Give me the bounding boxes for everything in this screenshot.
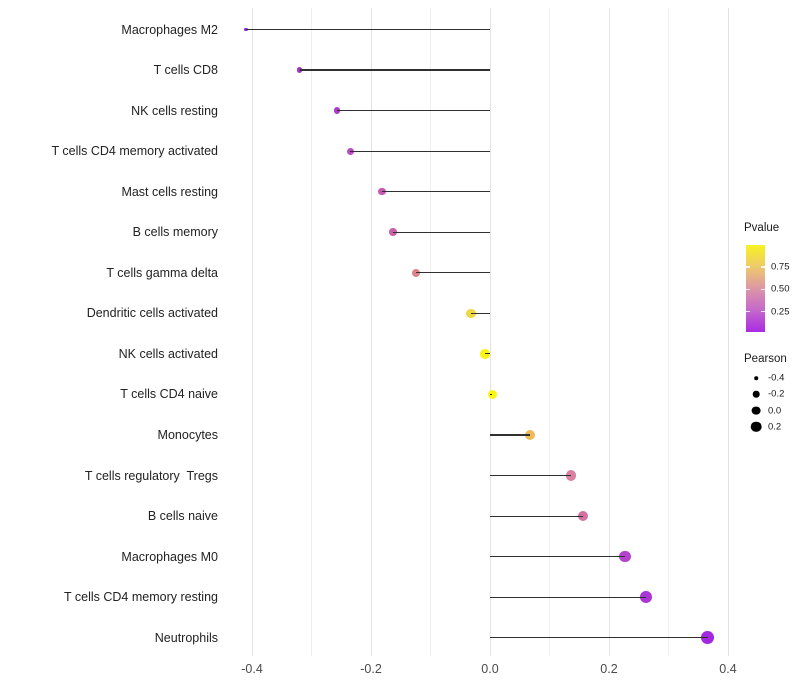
gridline-major <box>608 8 610 656</box>
stem-segment <box>490 434 531 436</box>
stem-segment <box>470 312 490 314</box>
x-axis-tick-label: -0.4 <box>241 662 263 676</box>
pvalue-tick-mark <box>761 288 765 291</box>
pearson-size-dot <box>752 391 760 398</box>
gridline-minor <box>311 8 312 656</box>
stem-segment <box>490 596 646 598</box>
pvalue-tick-mark <box>746 288 750 291</box>
gridline-minor <box>668 8 669 656</box>
y-axis-label: T cells CD4 memory resting <box>64 590 218 605</box>
data-point <box>296 67 303 73</box>
stem-segment <box>381 191 490 193</box>
pearson-legend-title: Pearson <box>744 353 787 365</box>
y-axis-label: Dendritic cells activated <box>86 306 218 321</box>
pvalue-tick-label: 0.50 <box>771 283 790 295</box>
pearson-size-label: -0.2 <box>768 388 785 400</box>
pearson-size-dot <box>751 406 761 415</box>
stem-segment <box>490 637 708 639</box>
stem-segment <box>299 69 490 71</box>
data-point <box>639 591 652 604</box>
stem-segment <box>393 231 490 233</box>
y-axis-label: NK cells activated <box>118 346 218 361</box>
pvalue-tick-label: 0.75 <box>771 261 790 273</box>
data-point <box>577 510 589 522</box>
y-axis-label: Macrophages M2 <box>121 22 218 37</box>
pearson-size-dot <box>754 376 758 380</box>
stem-segment <box>337 110 490 112</box>
stem-segment <box>490 474 571 477</box>
y-axis-label: T cells regulatory Tregs <box>84 468 218 483</box>
stem-segment <box>416 272 490 274</box>
gridline-major <box>727 8 729 656</box>
stem-segment <box>490 393 493 396</box>
x-axis-tick-label: -0.2 <box>360 662 382 676</box>
x-axis-tick-label: 0.4 <box>719 662 737 676</box>
pvalue-legend-title: Pvalue <box>744 222 780 234</box>
stem-segment <box>490 556 626 558</box>
stem-segment <box>246 28 490 31</box>
gridline-major <box>370 8 372 656</box>
y-axis-label: T cells CD8 <box>153 63 218 78</box>
gridline-minor <box>549 8 550 656</box>
stem-segment <box>485 353 490 355</box>
data-point <box>487 389 498 400</box>
data-point <box>346 147 354 155</box>
y-axis-label: T cells CD4 naive <box>120 387 218 402</box>
x-axis-tick-label: 0.0 <box>481 662 499 676</box>
stem-segment <box>490 515 583 517</box>
y-axis-label: B cells naive <box>147 509 218 524</box>
pvalue-tick-mark <box>761 310 765 313</box>
y-axis-label: Macrophages M0 <box>121 549 218 564</box>
y-axis-label: T cells CD4 memory activated <box>51 144 219 159</box>
y-axis-label: NK cells resting <box>131 103 218 118</box>
pearson-size-label: 0.0 <box>768 405 782 417</box>
gridline-major <box>251 8 253 656</box>
pearson-size-dot <box>750 421 762 433</box>
pvalue-tick-mark <box>746 266 750 268</box>
data-point <box>565 470 577 481</box>
x-axis-tick-label: 0.2 <box>600 662 618 676</box>
pvalue-tick-mark <box>761 266 765 268</box>
pearson-size-label: -0.4 <box>768 372 785 384</box>
pearson-size-label: 0.2 <box>768 421 782 433</box>
gridline-minor <box>430 8 431 656</box>
y-axis-label: Monocytes <box>157 428 218 442</box>
y-axis-label: Mast cells resting <box>121 184 218 199</box>
gridline-major <box>489 8 491 656</box>
pvalue-tick-label: 0.25 <box>771 306 790 318</box>
y-axis-label: B cells memory <box>132 225 218 240</box>
stem-segment <box>350 150 490 152</box>
pvalue-tick-mark <box>746 310 750 313</box>
data-point <box>525 430 536 440</box>
y-axis-label: T cells gamma delta <box>106 265 218 280</box>
y-axis-label: Neutrophils <box>154 630 218 645</box>
pvalue-colorbar <box>746 245 765 332</box>
data-point <box>412 268 421 277</box>
